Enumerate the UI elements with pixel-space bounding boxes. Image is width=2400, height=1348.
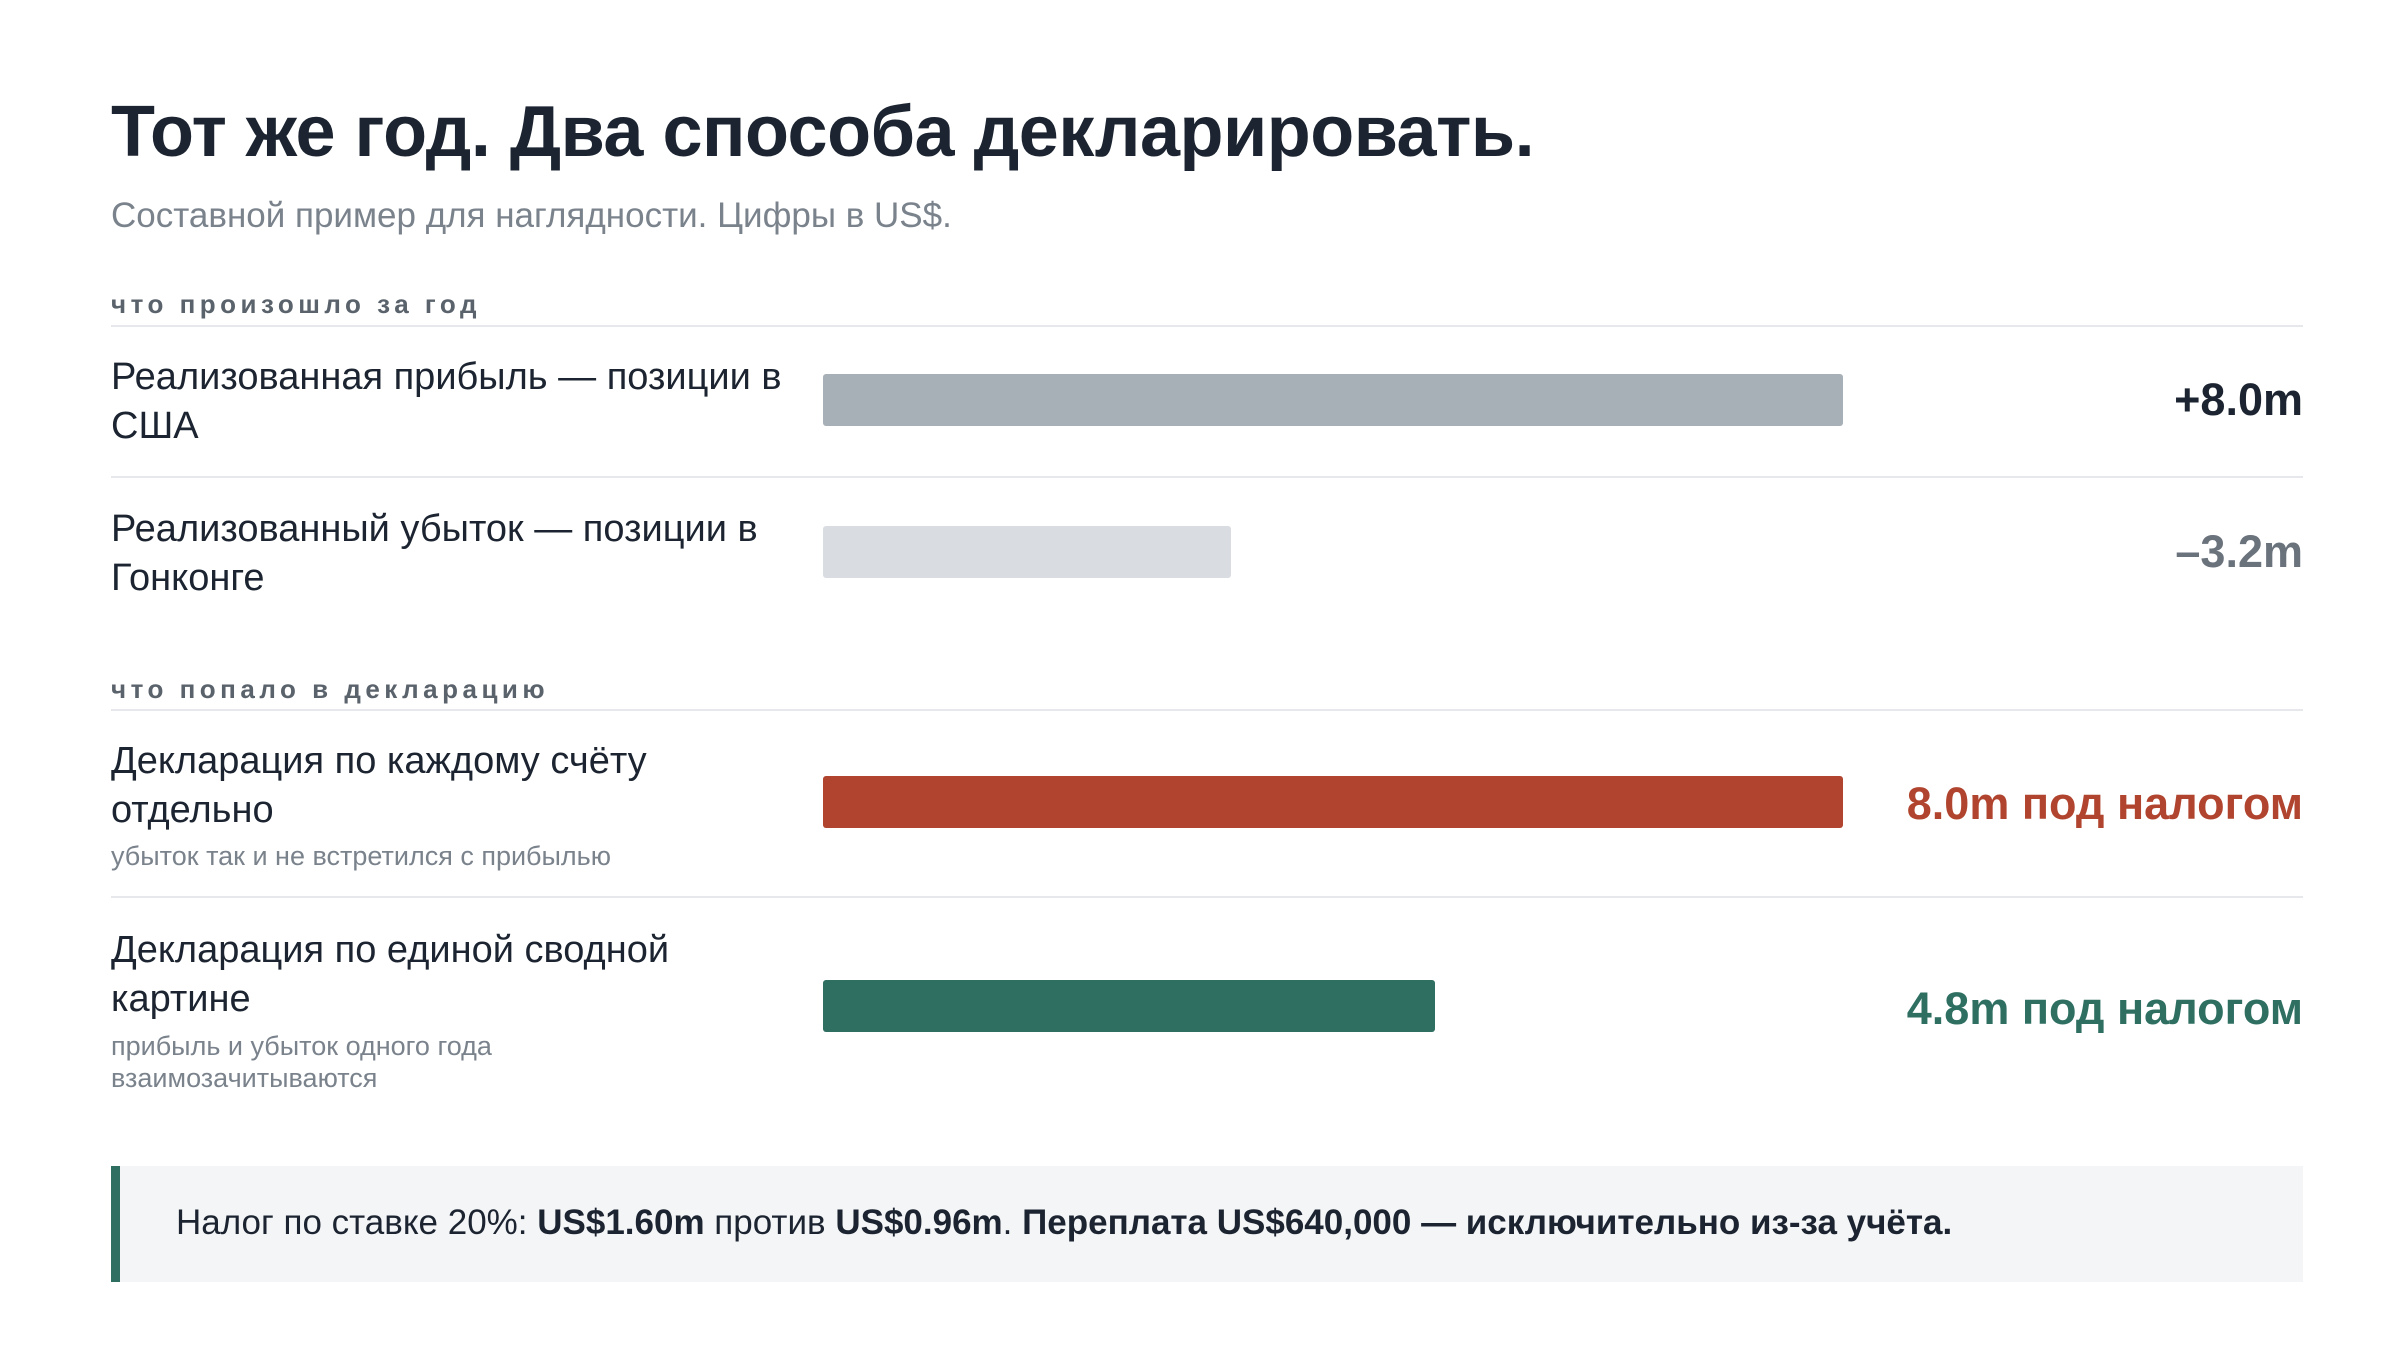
section-divider	[111, 325, 2303, 327]
row-label-hk-loss: Реализованный убыток — позиции в Гонконг…	[111, 508, 758, 599]
chart-title: Тот же год. Два способа декларировать.	[111, 92, 1535, 172]
callout-dot: .	[1002, 1203, 1023, 1242]
row-value-hk-loss: –3.2m	[2175, 526, 2303, 577]
row-note-consolidated: прибыль и убыток одного года взаимозачит…	[111, 1031, 492, 1093]
section-label-year: что произошло за год	[111, 289, 481, 319]
callout-middle: против	[704, 1203, 836, 1242]
row-value-separate: 8.0m под налогом	[1906, 778, 2303, 829]
bar-1-0	[823, 776, 1843, 828]
callout-text: Налог по ставке 20%: US$1.60m против US$…	[176, 1200, 2276, 1246]
bar-1-1	[823, 980, 1435, 1032]
callout-conclusion: Переплата US$640,000 — исключительно из-…	[1022, 1203, 1953, 1242]
row-label-consolidated: Декларация по единой сводной картине	[111, 929, 670, 1020]
row-divider	[111, 476, 2303, 478]
callout-amount-separate: US$1.60m	[537, 1203, 705, 1242]
row-note-separate: убыток так и не встретился с прибылью	[111, 841, 612, 871]
section-label-declaration: что попало в декларацию	[111, 674, 550, 704]
row-label-us-gain: Реализованная прибыль — позиции в США	[111, 356, 782, 447]
bar-0-1	[823, 526, 1231, 578]
row-value-consolidated: 4.8m под налогом	[1906, 983, 2303, 1034]
bar-0-0	[823, 374, 1843, 426]
tax-callout: Налог по ставке 20%: US$1.60m против US$…	[111, 1166, 2303, 1282]
chart-subtitle: Составной пример для наглядности. Цифры …	[111, 196, 952, 235]
section-divider	[111, 709, 2303, 711]
callout-prefix: Налог по ставке 20%:	[176, 1203, 538, 1242]
row-value-us-gain: +8.0m	[2174, 374, 2303, 425]
row-divider	[111, 896, 2303, 898]
callout-amount-consolidated: US$0.96m	[835, 1203, 1003, 1242]
row-label-separate: Декларация по каждому счёту отдельно	[111, 740, 647, 831]
